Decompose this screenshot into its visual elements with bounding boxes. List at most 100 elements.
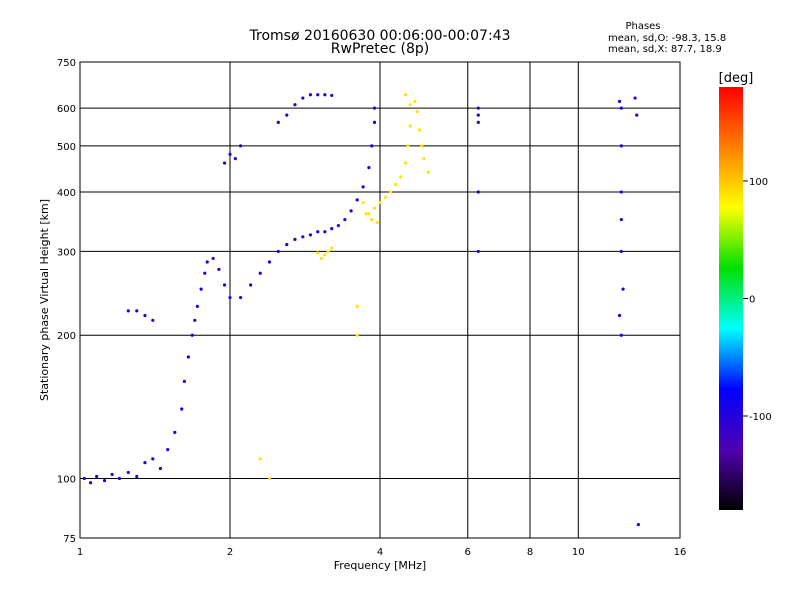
data-point-o [349,209,353,213]
data-point-o [308,93,313,97]
data-point-o [301,235,305,239]
y-tick-label: 300 [57,247,76,258]
data-point-o [293,103,297,107]
x-axis-ticks: 1 2 4 6 8 10 16 [77,547,687,558]
data-point-x [323,253,327,257]
x-tick-label: 6 [465,547,471,558]
data-point-o [330,93,334,98]
data-point-o [355,198,359,202]
data-point-x [258,457,262,461]
data-point-x [394,182,398,186]
data-point-o [211,256,215,261]
data-points [82,93,640,527]
data-point-o [126,309,130,313]
data-point-o [361,185,365,189]
data-point-o [102,479,107,483]
data-point-o [316,230,320,234]
data-point-o [308,233,313,237]
data-point-o [222,161,227,165]
data-point-o [233,157,237,161]
data-point-o [619,333,623,337]
data-point-o [135,309,139,313]
data-point-o [285,243,289,247]
x-axis-label: Frequency [MHz] [334,559,426,572]
data-point-x [403,161,408,165]
data-point-o [217,267,221,272]
data-point-o [276,249,280,254]
data-point-o [330,227,334,231]
data-point-x [319,256,323,261]
x-tick-label: 8 [527,547,533,558]
data-point-o [228,295,232,300]
data-point-o [617,99,622,103]
data-point-o [619,144,623,148]
data-point-o [143,461,147,465]
data-point-o [258,271,262,275]
chart-title: Tromsø 20160630 00:06:00-00:07:43 [249,28,511,44]
y-tick-label: 100 [57,475,76,486]
data-point-x [399,175,403,179]
data-point-o [370,144,374,148]
data-point-x [330,246,334,250]
colorbar-tick-label: -100 [749,412,772,423]
data-point-x [426,170,430,174]
x-tick-label: 16 [674,547,687,558]
data-point-o [158,466,163,471]
data-point-o [323,93,327,97]
x-tick-label: 10 [572,547,585,558]
data-point-o [126,470,130,475]
data-point-o [476,249,480,254]
data-point-x [417,128,422,132]
data-point-o [182,379,186,383]
data-point-o [336,223,340,228]
data-point-x [408,124,412,128]
chart-subtitle: RwPretec (8p) [331,41,429,57]
data-point-o [621,287,625,291]
data-point-o [193,318,197,322]
phases-stats-o: mean, sd,O: -98.3, 15.8 [608,33,726,44]
data-point-o [476,106,480,110]
data-point-o [276,120,280,124]
data-point-o [476,190,480,194]
data-point-o [203,271,207,275]
y-tick-label: 600 [57,104,76,115]
data-point-o [636,523,640,527]
colorbar-tick-label: 0 [749,295,755,306]
data-point-o [249,283,253,287]
data-point-o [151,457,155,461]
data-point-o [151,318,155,322]
data-point-x [403,93,408,97]
data-point-x [267,476,272,481]
data-point-x [326,249,330,254]
data-point-o [228,152,232,156]
data-point-o [635,113,639,117]
plot-frame [79,61,681,539]
data-point-x [367,212,371,216]
data-point-o [367,166,371,170]
data-point-o [135,474,139,479]
x-tick-label: 1 [77,547,83,558]
data-point-o [199,287,203,291]
data-point-x [378,200,382,205]
data-point-o [238,144,243,148]
data-point-x [370,217,374,222]
colorbar [719,87,743,510]
data-point-o [617,313,622,318]
data-point-x [375,220,379,225]
y-tick-label: 200 [57,331,76,342]
data-point-o [372,106,377,110]
data-point-o [293,237,297,241]
data-point-x [316,251,320,255]
data-point-x [355,333,359,337]
data-point-x [415,110,419,114]
data-point-o [619,249,623,254]
data-point-o [117,476,122,481]
data-point-o [143,313,147,318]
data-point-x [408,103,412,107]
data-point-o [301,96,305,100]
data-point-o [190,333,194,337]
colorbar-tick-label: 100 [749,177,768,188]
y-axis-label: Stationary phase Virtual Height [km] [38,199,51,401]
data-point-o [619,190,623,194]
